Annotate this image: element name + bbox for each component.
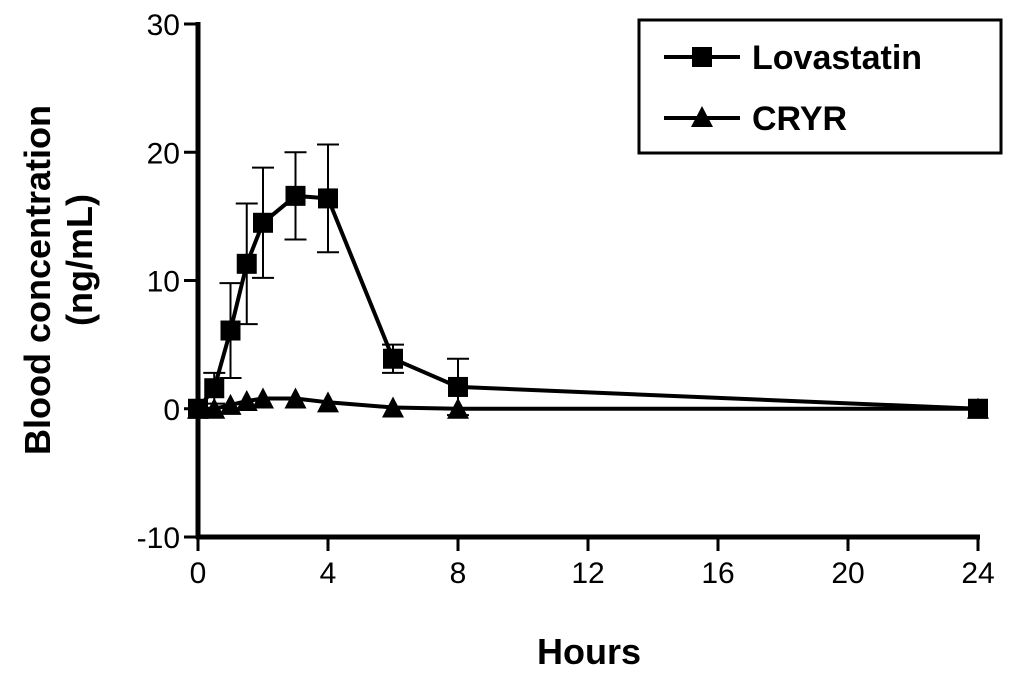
data-point [204,378,225,399]
y-axis-title: Blood concentration [17,105,58,455]
y-axis-unit: (ng/mL) [59,194,100,326]
data-point [285,185,306,206]
y-tick-label: 30 [147,9,180,42]
x-tick-label: 20 [831,557,864,590]
data-point [252,387,274,409]
data-point [383,348,403,369]
data-point [220,320,241,341]
x-axis-title: Hours [537,631,641,672]
x-tick-label: 4 [320,557,337,590]
data-point [284,387,307,409]
x-tick-label: 24 [961,557,994,590]
series-lovastatin [188,143,988,419]
x-tick-label: 16 [701,557,734,590]
x-tick-label: 0 [190,557,207,590]
legend: Lovastatin CRYR [637,18,1003,155]
y-tick-label: 10 [147,266,180,299]
legend-marker-lovastatin [692,47,712,67]
data-point [235,390,258,412]
x-tick-label: 12 [571,557,604,590]
data-point [219,393,242,415]
legend-box [637,18,1003,155]
legend-marker-cryr [691,106,713,127]
data-point [187,397,209,419]
data-point [236,253,257,274]
data-point [447,397,469,419]
data-point [203,397,226,419]
y-tick-label: 20 [147,137,180,170]
legend-label-lovastatin: Lovastatin [752,39,922,77]
y-tick-label: -10 [137,522,180,555]
series-cryr [187,387,989,419]
y-tick-label: 0 [163,394,180,427]
data-point [382,396,404,418]
x-tick-label: 8 [450,557,467,590]
data-point [318,188,338,209]
data-point [448,376,468,397]
data-point [967,397,989,419]
series-layer [187,143,989,419]
data-point [317,391,339,413]
series-line [196,193,979,411]
series-line [198,396,978,411]
legend-label-cryr: CRYR [752,100,847,138]
data-point [253,212,273,233]
y-ticks: -10 0 10 20 30 [137,9,198,555]
x-ticks: 0 4 8 12 16 20 24 [190,537,995,590]
